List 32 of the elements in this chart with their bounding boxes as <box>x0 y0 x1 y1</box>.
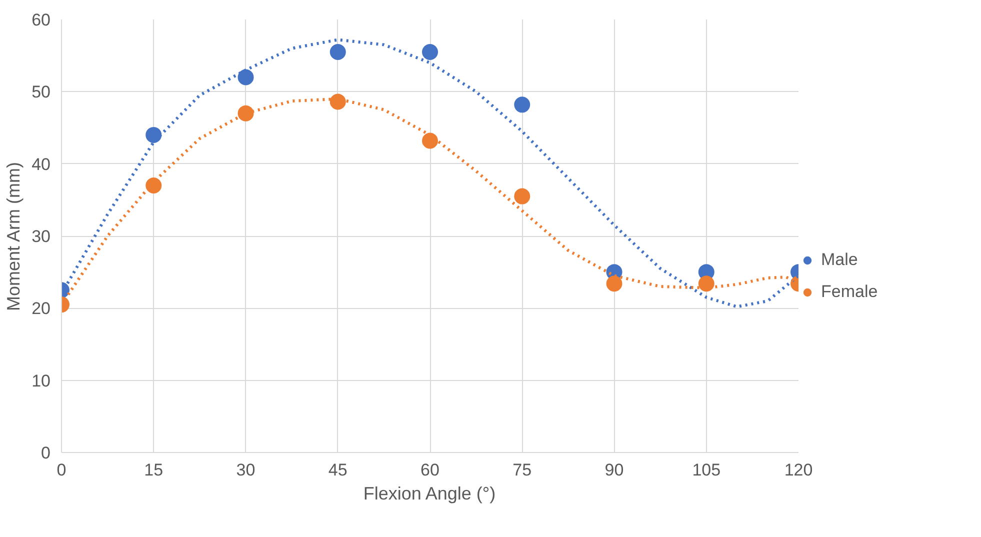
x-tick-label: 15 <box>144 460 164 480</box>
y-tick-label: 20 <box>32 299 51 318</box>
x-tick-label: 120 <box>784 460 813 480</box>
x-tick-label: 105 <box>692 460 721 480</box>
y-tick-label: 50 <box>32 82 51 102</box>
y-tick-label: 10 <box>32 371 51 390</box>
x-tick-label: 75 <box>512 460 532 480</box>
point <box>146 126 162 143</box>
point <box>238 105 254 122</box>
point <box>514 96 530 113</box>
x-tick-label: 60 <box>420 460 440 480</box>
point <box>514 188 530 204</box>
x-axis-title: Flexion Angle (°) <box>363 484 496 504</box>
point <box>606 276 622 292</box>
point <box>698 276 714 292</box>
point <box>238 69 254 86</box>
y-tick-label: 40 <box>32 154 51 174</box>
legend-label: Male <box>821 250 858 270</box>
point <box>330 94 346 110</box>
x-tick-label: 45 <box>328 460 348 480</box>
y-tick-label: 60 <box>32 10 51 30</box>
legend-label: Female <box>821 282 878 302</box>
x-tick-label: 90 <box>604 460 624 480</box>
point <box>146 178 162 194</box>
x-tick-label: 30 <box>236 460 256 480</box>
y-axis-title: Moment Arm (mm) <box>4 162 24 311</box>
y-tick-label: 30 <box>32 227 51 246</box>
point <box>330 44 346 60</box>
point <box>422 132 438 149</box>
point <box>422 44 438 60</box>
y-tick-label: 0 <box>41 444 51 462</box>
x-tick-label: 0 <box>56 460 66 480</box>
